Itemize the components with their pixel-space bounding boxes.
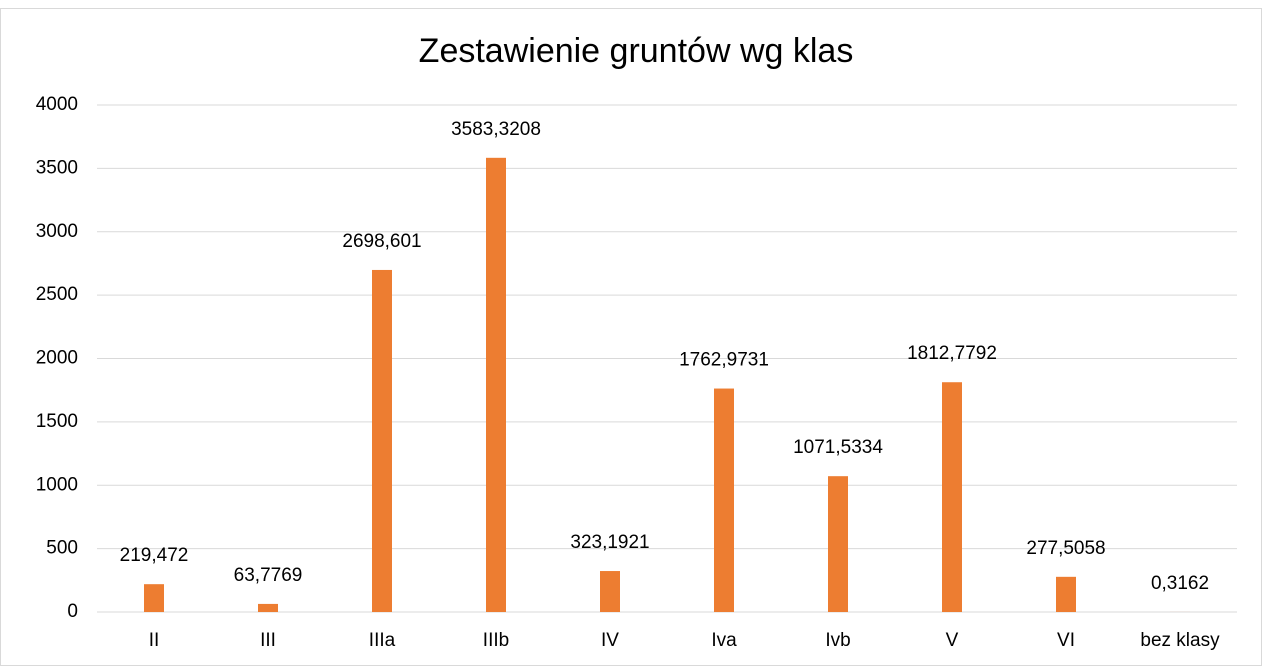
x-tick-label: III: [260, 630, 276, 651]
chart-border: [0, 8, 1262, 666]
x-tick-label: V: [946, 630, 959, 651]
y-tick-label: 4000: [36, 94, 78, 115]
data-label: 1762,9731: [679, 350, 769, 371]
bar: [828, 476, 848, 612]
y-tick-label: 1000: [36, 474, 78, 495]
bar: [372, 269, 392, 612]
y-tick-label: 1500: [36, 411, 78, 432]
x-tick-label: bez klasy: [1140, 630, 1220, 651]
x-tick-label: Iva: [711, 630, 737, 651]
bar: [258, 603, 278, 612]
bar: [600, 571, 620, 612]
data-label: 277,5058: [1026, 538, 1105, 559]
bar: [144, 584, 164, 612]
y-tick-label: 2000: [36, 348, 78, 369]
x-tick-label: VI: [1057, 630, 1075, 651]
chart-title: Zestawienie gruntów wg klas: [419, 32, 854, 70]
data-label: 1071,5334: [793, 437, 883, 458]
bar: [1056, 576, 1076, 612]
y-tick-label: 0: [67, 601, 78, 622]
y-tick-label: 3500: [36, 157, 78, 178]
x-tick-label: IV: [601, 630, 619, 651]
x-tick-label: II: [149, 630, 160, 651]
data-label: 1812,7792: [907, 343, 997, 364]
x-tick-label: IIIa: [369, 630, 396, 651]
bar: [486, 157, 506, 612]
y-tick-label: 3000: [36, 221, 78, 242]
bar: [942, 382, 962, 612]
data-label: 0,3162: [1151, 573, 1209, 594]
data-label: 2698,601: [342, 231, 421, 252]
x-tick-label: Ivb: [825, 630, 850, 651]
data-label: 219,472: [120, 545, 189, 566]
data-label: 323,1921: [570, 532, 649, 553]
x-tick-label: IIIb: [483, 630, 509, 651]
data-label: 63,7769: [234, 565, 303, 586]
data-label: 3583,3208: [451, 119, 541, 140]
y-tick-label: 500: [46, 538, 78, 559]
bar: [714, 388, 734, 612]
y-tick-label: 2500: [36, 284, 78, 305]
